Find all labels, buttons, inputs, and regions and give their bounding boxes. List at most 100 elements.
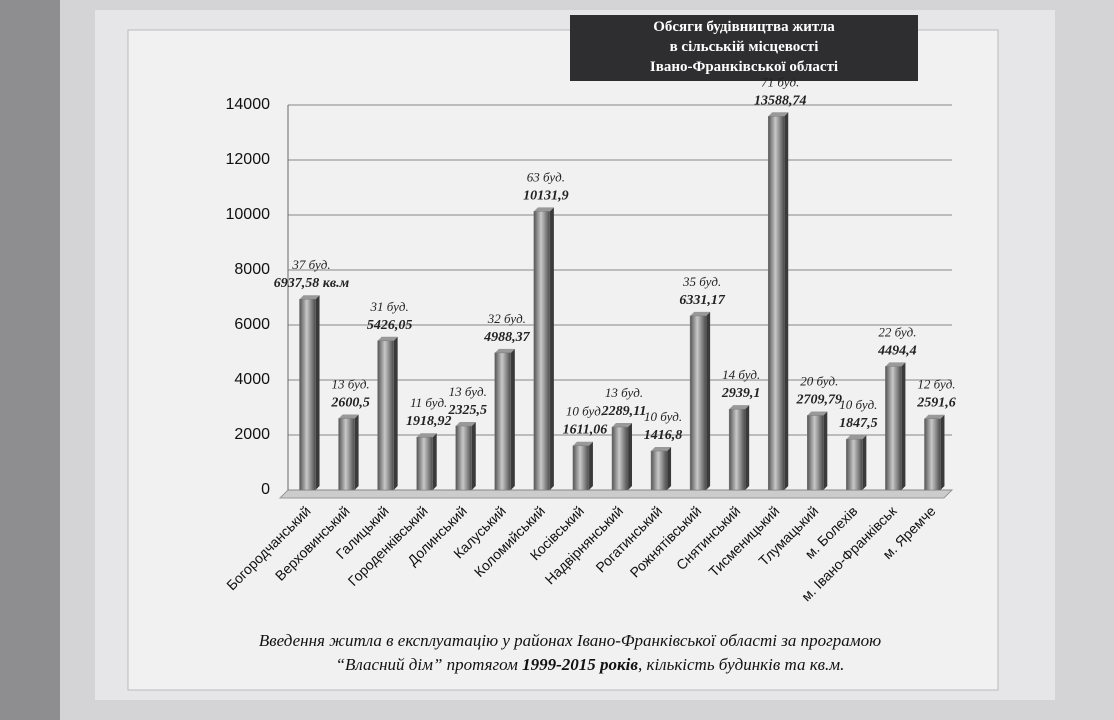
bar <box>650 450 668 491</box>
bar-side <box>784 112 789 491</box>
chart-title: в сільській місцевості <box>670 39 819 55</box>
count-label: 71 буд. <box>761 74 799 89</box>
value-label: 2939,1 <box>721 386 761 401</box>
bar-top <box>729 405 750 410</box>
y-tick-label: 2000 <box>234 426 270 443</box>
count-label: 11 буд. <box>410 395 447 410</box>
y-tick-label: 12000 <box>226 151 271 168</box>
bar <box>924 418 941 491</box>
bar <box>533 211 551 491</box>
bar-side <box>315 295 320 490</box>
bar <box>299 298 316 491</box>
bar <box>455 425 473 491</box>
caption-part: , кількість будинків та кв.м. <box>638 655 844 674</box>
value-label: 2289,11 <box>601 404 647 419</box>
bar-top <box>572 441 593 446</box>
value-label: 2600,5 <box>330 395 370 410</box>
count-label: 13 буд. <box>331 376 369 391</box>
y-tick-label: 8000 <box>234 261 270 278</box>
bar-top <box>807 411 828 416</box>
bar-top <box>533 207 554 212</box>
bar-side <box>940 414 945 490</box>
bar <box>689 315 707 491</box>
bar-top <box>299 295 320 300</box>
count-label: 13 буд. <box>449 384 487 399</box>
count-label: 10 буд. <box>644 409 682 424</box>
bar-side <box>393 336 398 490</box>
bar-side <box>432 433 437 490</box>
count-label: 14 буд. <box>722 367 760 382</box>
y-tick-label: 14000 <box>226 96 271 113</box>
bar-top <box>846 435 867 440</box>
value-label: 1416,8 <box>644 428 683 443</box>
y-tick-label: 6000 <box>234 316 270 333</box>
bar <box>611 426 629 491</box>
value-label: 2325,5 <box>448 403 488 418</box>
value-label: 2591,6 <box>916 396 956 411</box>
value-label: 5426,05 <box>367 318 413 333</box>
bar <box>572 445 590 491</box>
count-label: 12 буд. <box>917 377 955 392</box>
count-label: 63 буд. <box>527 169 565 184</box>
bar-side <box>901 362 906 490</box>
bar-side <box>628 423 632 490</box>
bar <box>338 418 355 491</box>
count-label: 35 буд. <box>682 274 721 289</box>
caption: Введення житла в експлуатацію у районах … <box>259 631 881 650</box>
bar-side <box>745 405 750 490</box>
frame <box>127 29 999 691</box>
bar-side <box>862 435 867 490</box>
bar-side <box>706 311 711 490</box>
value-label: 1847,5 <box>839 416 878 431</box>
count-label: 37 буд. <box>291 257 330 272</box>
count-label: 22 буд. <box>878 324 916 339</box>
y-tick-label: 4000 <box>234 371 270 388</box>
value-label: 4494,4 <box>877 343 917 358</box>
bar-side <box>667 447 672 490</box>
count-label: 10 буд. <box>839 397 877 412</box>
bar <box>846 438 863 491</box>
value-label: 13588,74 <box>754 93 807 108</box>
bar <box>767 116 785 491</box>
bar-top <box>690 311 711 316</box>
bar-side <box>549 207 554 491</box>
bar-top <box>924 414 945 419</box>
value-label: 6331,17 <box>679 293 726 308</box>
bar-top <box>885 362 906 367</box>
bar-top <box>377 336 398 341</box>
bar-side <box>471 422 476 490</box>
bar-top <box>494 348 515 353</box>
caption-part: 1999-2015 років <box>522 655 638 674</box>
bar-top <box>455 422 476 427</box>
caption-part: “Власний дім” протягом <box>336 655 518 674</box>
bar <box>494 352 512 491</box>
count-label: 32 буд. <box>487 311 526 326</box>
value-label: 4988,37 <box>483 330 531 345</box>
value-label: 1611,06 <box>563 423 608 438</box>
count-label: 13 буд. <box>605 385 643 400</box>
count-label: 31 буд. <box>370 299 409 314</box>
bar <box>416 436 433 491</box>
y-tick-label: 10000 <box>226 206 271 223</box>
bar-side <box>510 348 515 490</box>
plot-floor <box>278 489 954 499</box>
count-label: 10 буд. <box>566 404 604 419</box>
y-tick-label: 0 <box>261 481 270 498</box>
value-label: 6937,58 кв.м <box>274 276 350 291</box>
bar-top <box>768 112 789 117</box>
bar-side <box>588 441 593 490</box>
bar-side <box>354 414 359 490</box>
chart-title: Івано-Франківської області <box>650 59 838 75</box>
title-box <box>570 15 918 81</box>
bar <box>728 408 746 491</box>
bar-side <box>823 411 828 490</box>
bar-top <box>651 447 672 452</box>
value-label: 1918,92 <box>406 414 452 429</box>
bar <box>807 415 824 491</box>
chart-title: Обсяги будівництва житла <box>653 19 835 35</box>
bar-top <box>338 414 359 419</box>
caption: “Власний дім” протягом 1999-2015 років, … <box>336 655 845 674</box>
bar <box>885 366 902 491</box>
